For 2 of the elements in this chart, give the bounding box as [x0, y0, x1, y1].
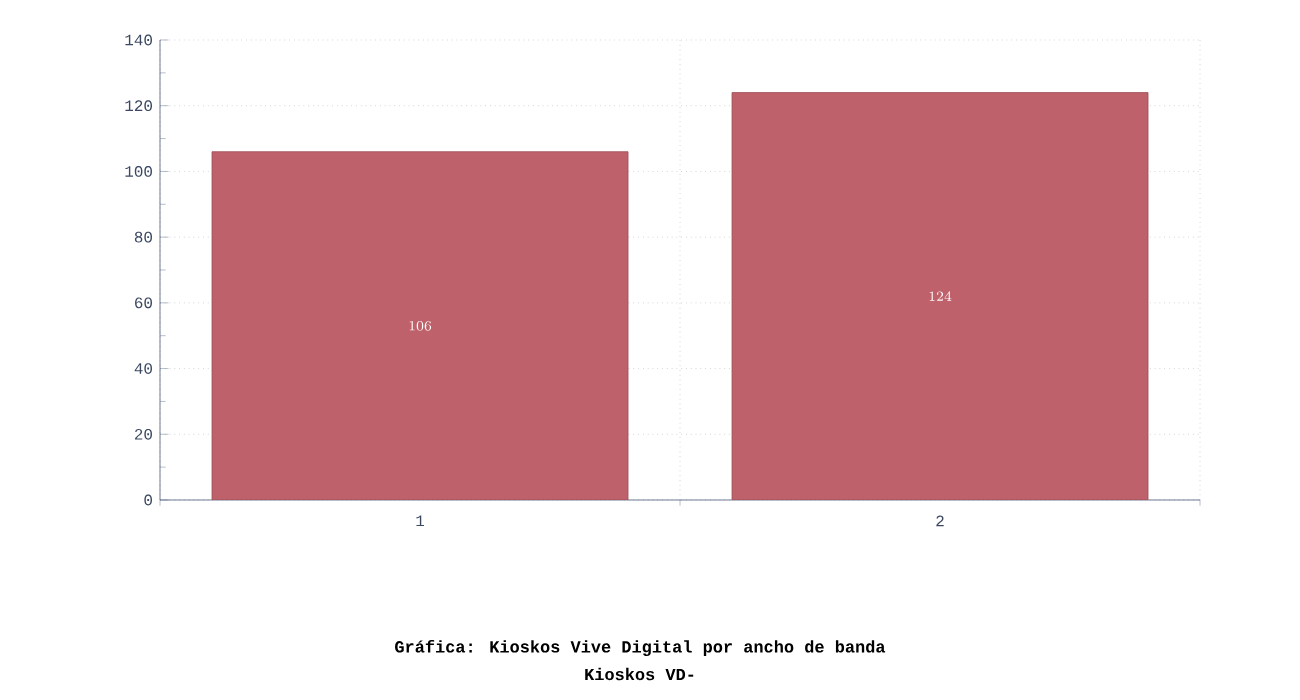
- text: Gráfica: Kioskos Vive Digital por ancho de banda: [395, 639, 886, 657]
- text: Kioskos VD-: [585, 667, 694, 681]
